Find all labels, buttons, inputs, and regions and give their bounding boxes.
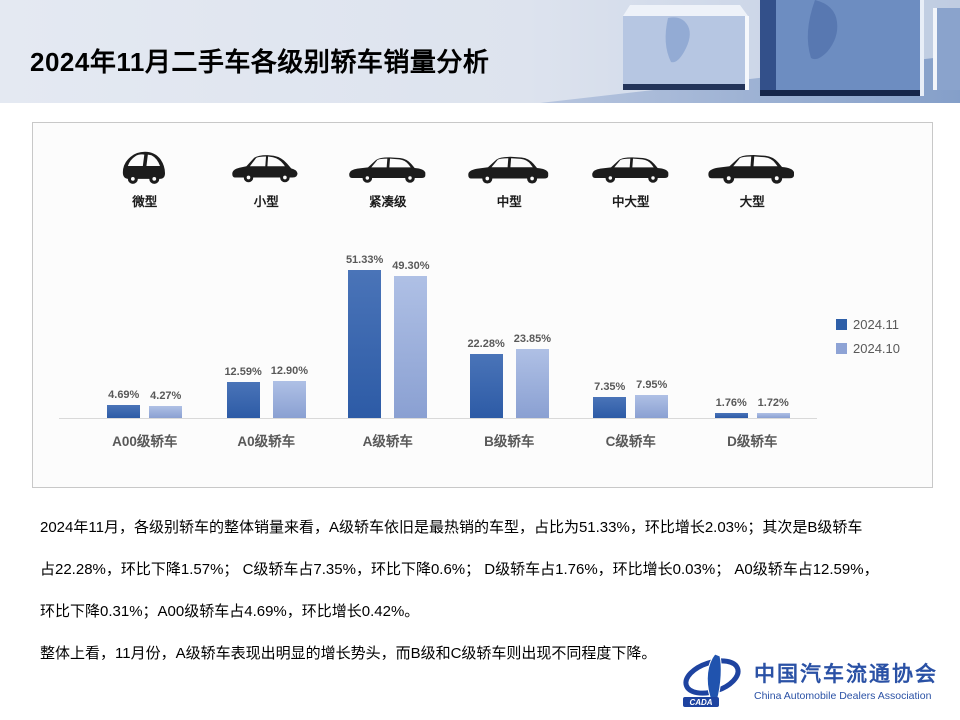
- legend-swatch-icon: [836, 319, 847, 330]
- bar-wrap: 7.95%: [635, 379, 669, 418]
- bar-value-label: 1.76%: [715, 396, 747, 409]
- car-icon-micro: [120, 141, 170, 187]
- chart-legend: 2024.11 2024.10: [836, 317, 900, 365]
- bar-group: 1.76% 1.72%: [692, 231, 814, 418]
- bar-wrap: 1.76%: [714, 396, 748, 418]
- bar-value-label: 4.27%: [150, 389, 182, 402]
- bar-value-label: 4.69%: [108, 388, 140, 401]
- bar-wrap: 12.59%: [224, 365, 262, 418]
- vehicle-type: 中型: [449, 141, 571, 210]
- bar-value-label: 22.28%: [467, 337, 505, 350]
- bar-value-label: 49.30%: [392, 259, 430, 272]
- bar-wrap: 49.30%: [392, 259, 430, 418]
- legend-row: 2024.10: [836, 341, 900, 356]
- category-axis: A00级轿车 A0级轿车 A级轿车 B级轿车 C级轿车 D级轿车: [84, 430, 813, 450]
- cada-acronym-text: CADA: [689, 698, 712, 707]
- bar-value-label: 12.59%: [224, 365, 262, 378]
- bar-wrap: 23.85%: [514, 333, 551, 418]
- vehicle-type-label: 微型: [132, 195, 158, 209]
- bar: [107, 404, 141, 418]
- bar-wrap: 51.33%: [346, 254, 383, 418]
- car-icon-small: [231, 141, 301, 187]
- bar: [272, 380, 306, 418]
- legend-label: 2024.11: [853, 317, 900, 332]
- car-icon-large: [707, 141, 797, 187]
- vehicle-type-label: 紧凑级: [368, 195, 407, 209]
- bar-group: 51.33% 49.30%: [327, 231, 449, 418]
- x-axis-line: [59, 418, 817, 419]
- bar: [635, 395, 669, 418]
- category-label: D级轿车: [727, 434, 778, 449]
- analysis-text: 2024年11月，各级别轿车的整体销量来看，A级轿车依旧是最热销的车型，占比为5…: [40, 507, 930, 675]
- bar-wrap: 12.90%: [271, 365, 308, 418]
- header-decoration-cubes: [0, 0, 960, 103]
- bar-value-label: 23.85%: [513, 333, 552, 346]
- org-name-zh: 中国汽车流通协会: [754, 662, 938, 686]
- bar-wrap: 7.35%: [593, 380, 627, 418]
- bar-group: 4.69% 4.27%: [84, 231, 206, 418]
- vehicle-type-label: 中大型: [611, 195, 650, 209]
- category-label: A级轿车: [362, 434, 413, 449]
- vehicle-icons-row: 微型 小型 紧凑级 中型 中大型 大型: [84, 141, 813, 210]
- category-label: C级轿车: [605, 434, 656, 449]
- bar-group: 22.28% 23.85%: [449, 231, 571, 418]
- bar-value-label: 51.33%: [345, 254, 384, 266]
- bar-value-label: 7.35%: [594, 380, 626, 393]
- analysis-line: 整体上看，11月份，A级轿车表现出明显的增长势头，而B级和C级轿车则出现不同程度…: [40, 645, 657, 662]
- bar-value-label: 12.90%: [270, 364, 309, 377]
- bar: [149, 405, 183, 418]
- vehicle-type: 紧凑级: [327, 141, 449, 210]
- car-icon-midlarge: [591, 141, 671, 187]
- bar-wrap: 4.27%: [149, 389, 183, 418]
- bar-wrap: 1.72%: [756, 397, 790, 418]
- page-title: 2024年11月二手车各级别轿车销量分析: [30, 47, 490, 77]
- bar: [593, 396, 627, 418]
- bar: [226, 381, 260, 418]
- legend-swatch-icon: [836, 343, 847, 354]
- analysis-line: 2024年11月，各级别轿车的整体销量来看，A级轿车依旧是最热销的车型，占比为5…: [40, 519, 863, 536]
- bar: [515, 349, 549, 418]
- vehicle-type: 中大型: [570, 141, 692, 210]
- analysis-line: 环比下降0.31%；A00级轿车占4.69%，环比增长0.42%。: [40, 603, 420, 620]
- analysis-line: 占22.28%，环比下降1.57%； C级轿车占7.35%，环比下降0.6%； …: [40, 561, 879, 578]
- bar-wrap: 4.69%: [107, 388, 141, 418]
- legend-label: 2024.10: [853, 341, 900, 356]
- bar: [714, 412, 748, 418]
- category-label: A00级轿车: [112, 434, 178, 449]
- category-label: A0级轿车: [237, 434, 296, 449]
- car-icon-mid: [467, 141, 551, 187]
- vehicle-type-label: 中型: [496, 195, 522, 209]
- chart-panel: 微型 小型 紧凑级 中型 中大型 大型 4.69% 4.27% 12.59% 12.9…: [32, 122, 933, 488]
- car-icon-compact: [348, 141, 428, 187]
- bar: [469, 353, 503, 418]
- cada-emblem-icon: CADA: [683, 653, 741, 707]
- vehicle-type-label: 小型: [253, 195, 279, 209]
- bar-group: 12.59% 12.90%: [206, 231, 328, 418]
- vehicle-type-label: 大型: [739, 195, 765, 209]
- bar-value-label: 7.95%: [636, 379, 668, 392]
- vehicle-type: 小型: [206, 141, 328, 210]
- bar-wrap: 22.28%: [467, 337, 505, 418]
- vehicle-type: 微型: [84, 141, 206, 210]
- vehicle-type: 大型: [692, 141, 814, 210]
- cada-logo: CADA 中国汽车流通协会 China Automobile Dealers A…: [678, 652, 938, 708]
- org-name-en: China Automobile Dealers Association: [754, 690, 932, 702]
- bar: [394, 275, 428, 418]
- slide-header: 2024年11月二手车各级别轿车销量分析: [0, 0, 960, 103]
- bar-chart: 4.69% 4.27% 12.59% 12.90% 51.33% 49.30% 22.28%…: [84, 231, 813, 418]
- legend-row: 2024.11: [836, 317, 900, 332]
- bar-group: 7.35% 7.95%: [570, 231, 692, 418]
- bar-value-label: 1.72%: [757, 397, 789, 409]
- bar: [348, 270, 382, 418]
- logo-text: 中国汽车流通协会 China Automobile Dealers Associ…: [754, 658, 938, 702]
- bar: [756, 413, 790, 418]
- category-label: B级轿车: [484, 434, 535, 449]
